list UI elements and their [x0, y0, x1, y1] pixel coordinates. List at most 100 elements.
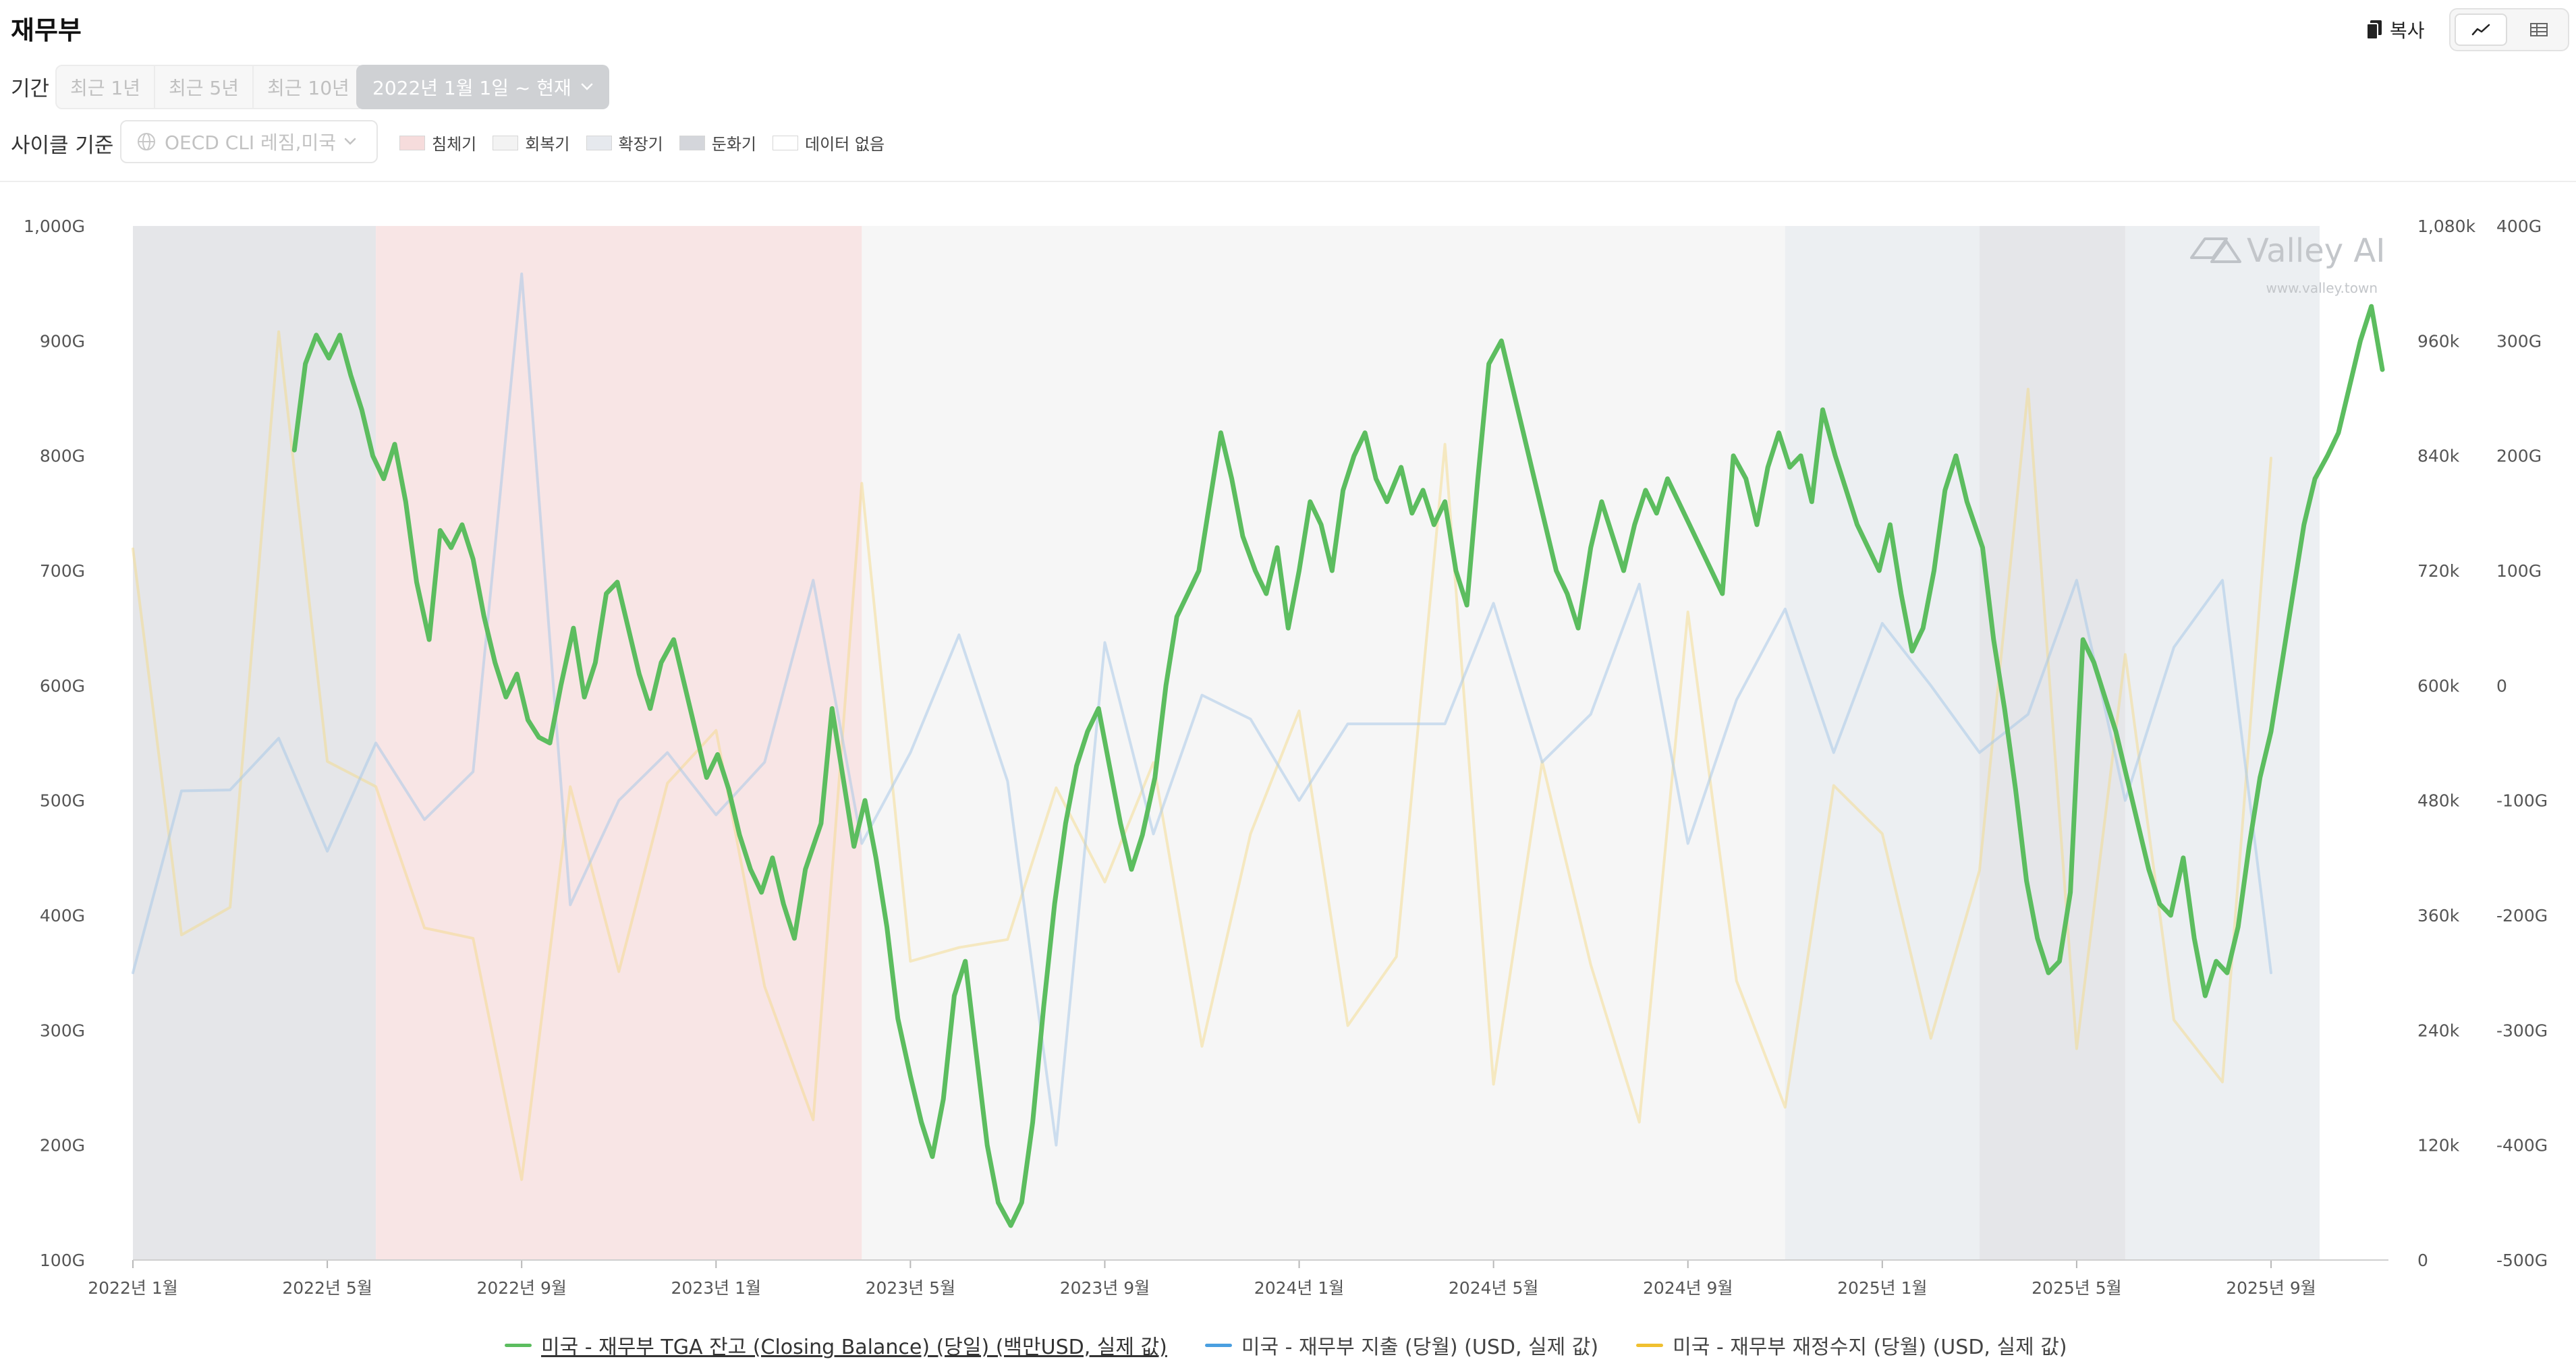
period-range-dropdown[interactable]: 2022년 1월 1일 ~ 현재 [356, 65, 609, 109]
phase-label: 둔화기 [711, 135, 756, 154]
x-tick-label: 2024년 9월 [1643, 1278, 1733, 1298]
legend-item-outlays[interactable]: 미국 - 재무부 지출 (당월) (USD, 실제 값) [1204, 1330, 1599, 1360]
y-right1-tick-label: 480k [2417, 791, 2460, 811]
y-right1-tick-label: 840k [2417, 447, 2460, 466]
period-10y-button[interactable]: 최근 10년 [267, 77, 349, 99]
y-right2-tick-label: 400G [2496, 217, 2542, 236]
legend-label: 미국 - 재무부 재정수지 (당월) (USD, 실제 값) [1673, 1336, 2067, 1359]
y-right2-tick-label: -500G [2496, 1251, 2548, 1270]
globe-icon [138, 133, 155, 150]
x-tick-label: 2025년 5월 [2032, 1278, 2121, 1298]
valley-logo-icon [2190, 237, 2241, 263]
x-tick-label: 2022년 5월 [282, 1278, 372, 1298]
period-1y-button[interactable]: 최근 1년 [57, 66, 155, 108]
y-left-tick-label: 800G [40, 447, 85, 466]
legend-label: 미국 - 재무부 TGA 잔고 (Closing Balance) (당일) (… [541, 1336, 1167, 1359]
x-tick-label: 2022년 9월 [476, 1278, 566, 1298]
view-toggle [2449, 8, 2569, 51]
table-icon [2530, 23, 2548, 36]
series-line-2 [132, 330, 2272, 1181]
y-left-tick-label: 400G [40, 906, 85, 925]
treasury-chart: 2022년 1월 2022년 5월 2022년 9월 2023년 1월 2023년 5월… [24, 217, 2548, 1298]
y-right2-tick-label: -100G [2496, 791, 2548, 811]
cycle-label: 사이클 기준 [11, 134, 114, 158]
chevron-down-icon [344, 138, 356, 145]
phase-legend-item: 침체기 [399, 131, 476, 154]
x-tick-label: 2025년 1월 [1837, 1278, 1927, 1298]
phase-label: 확장기 [618, 135, 663, 154]
y-right1-tick-label: 0 [2417, 1251, 2428, 1270]
copy-icon [2367, 20, 2382, 39]
phase-swatch [399, 135, 425, 150]
series-line-0 [291, 304, 2385, 1228]
y-left-tick-label: 700G [40, 561, 85, 581]
cycle-select-value: OECD CLI 레짐,미국 [165, 132, 336, 154]
phase-swatch [773, 135, 798, 150]
copy-button[interactable]: 복사 [2367, 15, 2425, 45]
x-tick-label: 2023년 1월 [671, 1278, 761, 1298]
y-right2-tick-label: 0 [2496, 676, 2507, 695]
y-right1-tick-label: 600k [2417, 676, 2460, 695]
legend-color-swatch [1204, 1343, 1232, 1347]
y-left-tick-label: 200G [40, 1136, 85, 1155]
regime-band [133, 226, 376, 1260]
period-5y-button[interactable]: 최근 5년 [155, 66, 254, 108]
legend-color-swatch [505, 1343, 532, 1347]
regime-band [376, 226, 862, 1260]
chevron-down-icon [581, 83, 592, 90]
page-title: 재무부 [11, 16, 82, 45]
y-left-tick-label: 100G [40, 1251, 85, 1270]
phase-swatch [679, 135, 705, 150]
y-left-tick-label: 600G [40, 676, 85, 695]
legend-item-tga[interactable]: 미국 - 재무부 TGA 잔고 (Closing Balance) (당일) (… [505, 1330, 1167, 1360]
phase-legend-item: 데이터 없음 [773, 131, 885, 154]
phase-legend-item: 회복기 [493, 131, 570, 154]
watermark-url: www.valley.town [2266, 280, 2378, 296]
legend-color-swatch [1636, 1343, 1664, 1347]
y-left-tick-label: 500G [40, 791, 85, 811]
watermark-brand: Valley AI [2247, 232, 2385, 270]
cycle-select[interactable]: OECD CLI 레짐,미국 [120, 120, 378, 163]
header-divider [0, 181, 2576, 182]
regime-band [1785, 226, 1980, 1260]
line-chart-icon [2471, 24, 2490, 36]
phase-legend-item: 둔화기 [679, 131, 756, 154]
period-range-value: 2022년 1월 1일 ~ 현재 [372, 77, 571, 99]
y-right1-tick-label: 1,080k [2417, 217, 2476, 236]
phase-swatch [586, 135, 612, 150]
y-right2-tick-label: -400G [2496, 1136, 2548, 1155]
y-right2-tick-label: -200G [2496, 906, 2548, 925]
y-right1-tick-label: 240k [2417, 1021, 2460, 1040]
legend-item-balance[interactable]: 미국 - 재무부 재정수지 (당월) (USD, 실제 값) [1636, 1330, 2067, 1360]
x-tick-label: 2023년 9월 [1060, 1278, 1150, 1298]
period-label: 기간 [11, 77, 50, 101]
regime-band [862, 226, 1785, 1260]
period-button-group: 최근 1년 최근 5년 최근 10년 [55, 65, 364, 109]
x-tick-label: 2024년 1월 [1254, 1278, 1344, 1298]
y-right1-tick-label: 960k [2417, 331, 2460, 351]
y-right1-tick-label: 120k [2417, 1136, 2460, 1155]
phase-legend: 침체기 회복기 확장기 둔화기 데이터 없음 [399, 131, 885, 154]
y-right2-tick-label: 300G [2496, 331, 2542, 351]
watermark: Valley AI www.valley.town [2190, 232, 2385, 296]
phase-label: 데이터 없음 [805, 135, 885, 154]
x-tick-label: 2024년 5월 [1449, 1278, 1538, 1298]
legend-label: 미국 - 재무부 지출 (당월) (USD, 실제 값) [1241, 1336, 1599, 1359]
x-tick-label: 2022년 1월 [88, 1278, 177, 1298]
copy-label: 복사 [2390, 20, 2425, 42]
series-legend: 미국 - 재무부 TGA 잔고 (Closing Balance) (당일) (… [505, 1330, 2067, 1360]
regime-band [2125, 226, 2320, 1260]
x-tick-label: 2023년 5월 [866, 1278, 955, 1298]
y-left-tick-label: 900G [40, 331, 85, 351]
x-tick-label: 2025년 9월 [2226, 1278, 2316, 1298]
phase-swatch [493, 135, 519, 150]
phase-label: 침체기 [432, 135, 477, 154]
chart-view-button[interactable] [2455, 13, 2507, 46]
table-view-button[interactable] [2513, 13, 2565, 46]
y-right2-tick-label: 100G [2496, 561, 2542, 581]
y-right2-tick-label: -300G [2496, 1021, 2548, 1040]
phase-legend-item: 확장기 [586, 131, 663, 154]
phase-label: 회복기 [525, 135, 570, 154]
regime-band [1979, 226, 2125, 1260]
